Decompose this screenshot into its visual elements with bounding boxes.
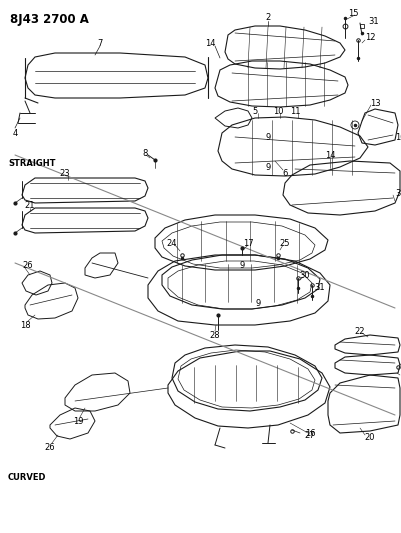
- Text: 7: 7: [97, 38, 103, 47]
- Text: 16: 16: [305, 429, 315, 438]
- Text: 31: 31: [368, 17, 379, 26]
- Text: 18: 18: [20, 320, 30, 329]
- Text: 27: 27: [305, 432, 315, 440]
- Text: 30: 30: [300, 271, 310, 279]
- Text: CURVED: CURVED: [8, 473, 47, 482]
- Text: 3: 3: [395, 189, 400, 198]
- Text: 15: 15: [348, 9, 358, 18]
- Text: 5: 5: [252, 107, 257, 116]
- Text: 21: 21: [25, 200, 35, 209]
- Text: 4: 4: [12, 128, 18, 138]
- Text: 17: 17: [243, 238, 253, 247]
- Text: 9: 9: [239, 261, 245, 270]
- Text: 22: 22: [355, 327, 365, 335]
- Text: 6: 6: [282, 168, 288, 177]
- Text: 2: 2: [265, 13, 271, 22]
- Text: 14: 14: [325, 150, 335, 159]
- Text: 12: 12: [365, 34, 375, 43]
- Text: 19: 19: [73, 416, 83, 425]
- Text: 9: 9: [255, 298, 261, 308]
- Text: 13: 13: [370, 99, 381, 108]
- Text: 24: 24: [167, 238, 177, 247]
- Text: 8: 8: [142, 149, 148, 157]
- Text: 20: 20: [365, 433, 375, 442]
- Text: 8J43 2700 A: 8J43 2700 A: [10, 13, 89, 26]
- Text: 26: 26: [22, 261, 32, 270]
- Text: 23: 23: [60, 168, 70, 177]
- Text: 25: 25: [280, 238, 290, 247]
- Text: 9: 9: [265, 133, 271, 142]
- Text: 31: 31: [315, 284, 325, 293]
- Text: 11: 11: [290, 107, 300, 116]
- Text: STRAIGHT: STRAIGHT: [8, 158, 55, 167]
- Text: 9: 9: [265, 164, 271, 173]
- Text: 14: 14: [205, 38, 215, 47]
- Text: 10: 10: [395, 133, 401, 142]
- Text: 28: 28: [210, 330, 220, 340]
- Text: 26: 26: [45, 442, 55, 451]
- Text: 10: 10: [273, 107, 283, 116]
